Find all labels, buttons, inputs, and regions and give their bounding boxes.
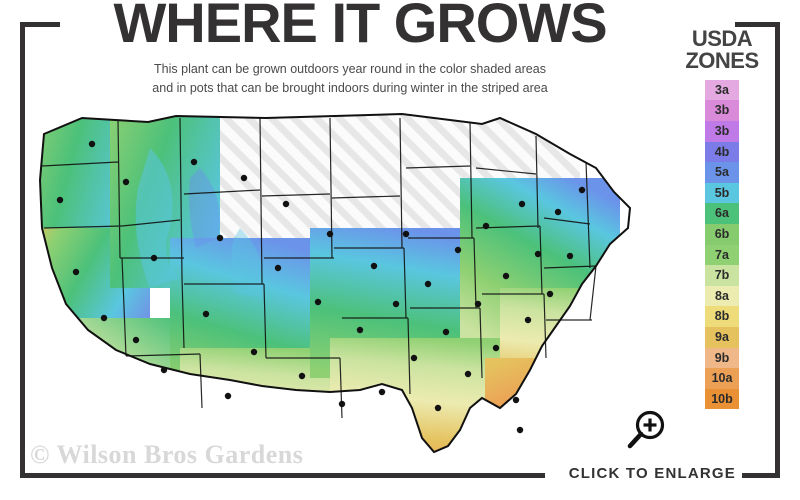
national-border <box>38 112 632 454</box>
legend-swatch-9b-13: 9b <box>705 347 739 369</box>
legend-title-line-2: ZONES <box>685 48 759 74</box>
subtitle-line-1: This plant can be grown outdoors year ro… <box>154 62 546 76</box>
subtitle-line-2: and in pots that can be brought indoors … <box>152 81 548 96</box>
legend-swatch-7a-8: 7a <box>705 244 739 266</box>
frame-border-bottom-right <box>715 473 780 478</box>
map-container[interactable] <box>30 108 670 458</box>
legend-title: USDA ZONES <box>672 26 772 74</box>
frame-border-right <box>775 22 780 478</box>
city-markers <box>56 140 586 434</box>
legend-swatch-3a-0: 3a <box>705 79 739 101</box>
legend-swatch-10b-15: 10b <box>705 388 739 410</box>
legend-swatch-8b-11: 8b <box>705 306 739 327</box>
legend-swatch-9a-12: 9a <box>705 327 739 348</box>
legend-swatch-4b-3: 4b <box>705 141 739 163</box>
frame-border-top-left <box>20 22 65 27</box>
legend-swatch-5b-5: 5b <box>705 182 739 204</box>
legend-swatch-6b-7: 6b <box>705 224 739 245</box>
subtitle: This plant can be grown outdoors year ro… <box>40 60 660 99</box>
frame-border-top-right <box>735 22 780 27</box>
page-title: WHERE IT GROWS <box>60 0 660 53</box>
usda-zone-map[interactable] <box>30 108 670 458</box>
map-zone-fills <box>40 114 630 452</box>
legend-title-line-1: USDA <box>691 26 753 51</box>
frame-border-bottom-left <box>20 473 545 478</box>
watermark: © Wilson Bros Gardens <box>30 440 304 469</box>
frame-border-left <box>20 22 25 478</box>
legend-swatch-5a-4: 5a <box>705 162 739 183</box>
legend-swatch-10a-14: 10a <box>705 368 739 389</box>
legend-swatch-8a-10: 8a <box>705 285 739 307</box>
legend-swatch-7b-9: 7b <box>705 265 739 286</box>
usda-zones-legend: USDA ZONES 3a 3b 3b 4b 5a 5b 6a 6b 7a 7b 8a 8b 9a 9b 1… <box>672 26 772 410</box>
click-to-enlarge-label[interactable]: CLICK TO ENLARGE <box>562 465 742 482</box>
state-borders <box>41 117 597 419</box>
striped-zone-area <box>180 114 510 248</box>
legend-swatch-6a-6: 6a <box>705 203 739 225</box>
legend-swatch-3b-2: 3b <box>705 121 739 142</box>
florida-tip-unshaded <box>514 408 532 444</box>
legend-swatch-3b-1: 3b <box>705 100 739 122</box>
magnifier-plus-icon[interactable] <box>624 408 668 452</box>
legend-swatch-list: 3a 3b 3b 4b 5a 5b 6a 6b 7a 7b 8a 8b 9a 9b 10a 10b <box>672 79 772 410</box>
